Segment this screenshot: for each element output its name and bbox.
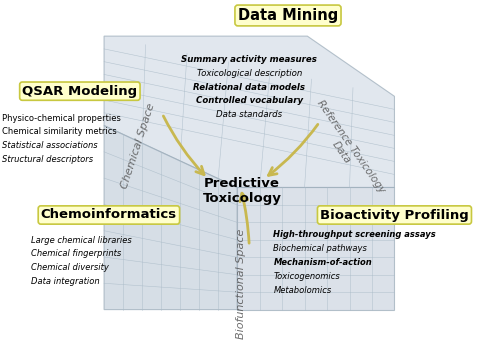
Text: Chemical Space: Chemical Space	[120, 102, 156, 190]
Text: Relational data models: Relational data models	[193, 83, 305, 92]
Text: Statistical associations: Statistical associations	[2, 141, 98, 150]
Text: Data integration: Data integration	[31, 277, 100, 286]
Text: Metabolomics: Metabolomics	[273, 286, 332, 294]
Text: High-throughput screening assays: High-throughput screening assays	[273, 230, 436, 239]
Text: Large chemical libraries: Large chemical libraries	[31, 236, 132, 245]
Text: QSAR Modeling: QSAR Modeling	[22, 85, 137, 98]
Text: Data standards: Data standards	[216, 110, 282, 119]
Text: Chemical similarity metrics: Chemical similarity metrics	[2, 127, 117, 136]
Polygon shape	[104, 36, 394, 187]
Text: Reference Toxicology
Data: Reference Toxicology Data	[305, 98, 387, 201]
Text: Biochemical pathways: Biochemical pathways	[273, 244, 367, 253]
Text: Toxicological description: Toxicological description	[197, 69, 302, 78]
Text: Chemoinformatics: Chemoinformatics	[41, 208, 177, 222]
Text: Physico-chemical properties: Physico-chemical properties	[2, 114, 121, 122]
Text: Controlled vocabulary: Controlled vocabulary	[196, 96, 303, 105]
Text: Chemical fingerprints: Chemical fingerprints	[31, 249, 121, 258]
Text: Bioactivity Profiling: Bioactivity Profiling	[320, 208, 469, 222]
Polygon shape	[237, 187, 394, 310]
Text: Toxicogenomics: Toxicogenomics	[273, 272, 340, 281]
Text: Data Mining: Data Mining	[238, 8, 338, 23]
Text: Predictive
Toxicology: Predictive Toxicology	[203, 177, 281, 205]
Polygon shape	[104, 126, 237, 310]
Text: Summary activity measures: Summary activity measures	[182, 55, 317, 64]
Text: Mechanism-of-action: Mechanism-of-action	[273, 258, 372, 267]
Text: Biofunctional Space: Biofunctional Space	[236, 229, 245, 339]
Text: Structural descriptors: Structural descriptors	[2, 155, 93, 164]
Text: Chemical diversity: Chemical diversity	[31, 263, 109, 272]
